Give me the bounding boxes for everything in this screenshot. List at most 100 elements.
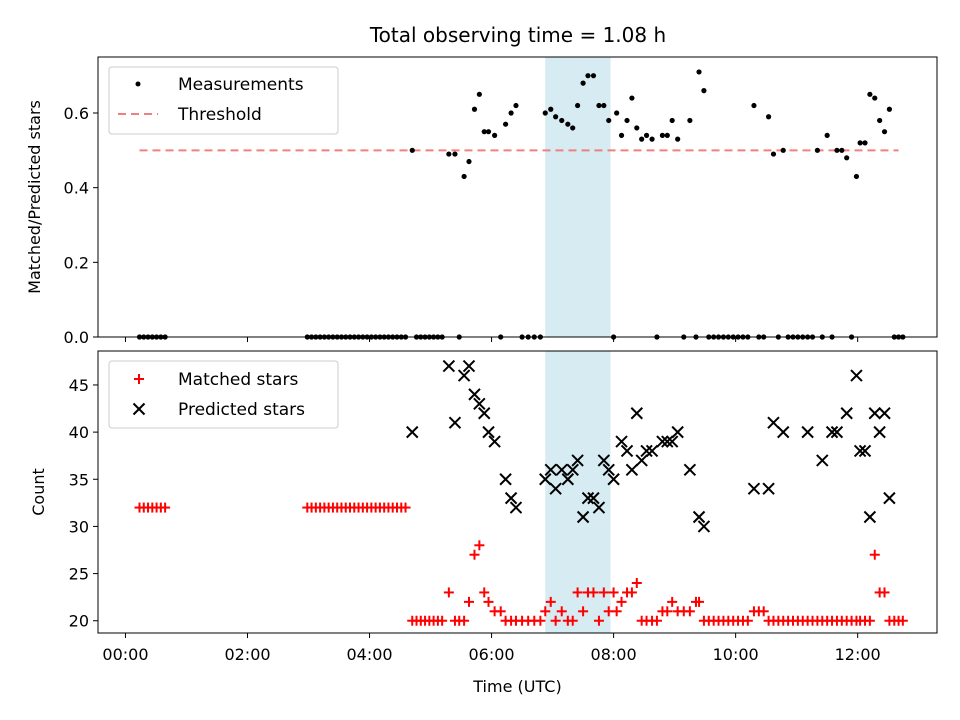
cross-b <box>539 473 552 486</box>
x-tick-label: 00:00 <box>102 645 148 664</box>
measurement-point <box>618 132 625 138</box>
measurement-point <box>596 102 602 109</box>
predicted-star-point <box>488 435 501 448</box>
bottom-y-tick-label: 40 <box>69 423 89 442</box>
predicted-star-point <box>482 425 495 439</box>
measurement-point <box>580 80 586 86</box>
cross-b <box>620 444 634 458</box>
matched-star-point <box>474 540 485 551</box>
predicted-star-point <box>615 435 628 448</box>
cross-b <box>576 510 590 524</box>
predicted-star-point <box>683 463 697 477</box>
cross-b <box>448 416 462 429</box>
bottom-x-ticks: 00:00 02:00 04:00 06:00 08:00 10:00 12:00 <box>102 633 881 664</box>
cross-b <box>462 359 476 373</box>
measurement-point <box>461 173 467 180</box>
matched-star-point <box>897 615 908 626</box>
cross-b <box>625 463 639 477</box>
predicted-star-point <box>853 444 867 458</box>
bottom-y-axis-label: Count <box>29 468 48 516</box>
measurement-point <box>590 73 597 79</box>
top-y-tick-label: 0.4 <box>64 179 89 198</box>
cross-b <box>571 454 584 467</box>
matched-star-point <box>616 596 627 607</box>
predicted-star-point <box>597 454 611 467</box>
predicted-star-point <box>830 425 844 439</box>
cross-b <box>656 435 669 448</box>
cross-b <box>499 473 512 486</box>
predicted-star-point <box>697 520 711 533</box>
predicted-star-point <box>747 482 761 495</box>
predicted-star-point <box>457 369 471 382</box>
predicted-star-point <box>762 482 775 495</box>
measurement-point <box>409 147 415 153</box>
predicted-star-point <box>840 407 853 420</box>
legend-measurements-label: Measurements <box>178 75 304 95</box>
matched-star-point <box>662 606 673 617</box>
measurement-point <box>452 151 458 157</box>
bottom-y-tick-label: 20 <box>69 612 89 631</box>
bottom-legend-box <box>108 360 339 429</box>
top-y-tick-label: 0.0 <box>64 328 89 347</box>
predicted-star-point <box>442 359 456 373</box>
measurement-point <box>565 121 571 127</box>
measurement-point <box>548 106 554 112</box>
bottom-y-tick-label: 45 <box>69 376 89 395</box>
measurement-points <box>136 69 906 340</box>
predicted-star-point <box>850 369 863 382</box>
predicted-star-point <box>620 444 634 458</box>
predicted-star-point <box>462 359 476 373</box>
predicted-star-point <box>656 435 669 448</box>
predicted-star-point <box>571 454 584 467</box>
x-tick-label: 06:00 <box>469 645 515 664</box>
matched-star-point <box>495 606 506 617</box>
predicted-star-point <box>630 407 643 420</box>
predicted-star-point <box>468 388 481 401</box>
measurement-point <box>492 132 498 138</box>
cross-b <box>840 407 853 420</box>
predicted-star-point <box>801 425 814 439</box>
cross-b <box>482 425 495 439</box>
cross-b <box>592 501 606 514</box>
cross-b <box>607 473 620 486</box>
cross-b <box>853 444 867 458</box>
legend-plus <box>134 374 144 384</box>
matched-star-point <box>611 606 622 617</box>
cross-b <box>683 463 697 477</box>
cross-b <box>863 510 877 524</box>
predicted-star-point <box>555 463 568 477</box>
cross-b <box>473 397 486 411</box>
cross-b <box>665 435 679 448</box>
matched-star-point <box>593 615 604 626</box>
predicted-star-point <box>635 454 648 467</box>
top-y-tick-label: 0.6 <box>64 104 89 123</box>
bottom-axes-frame <box>97 350 938 634</box>
predicted-stars-points <box>406 359 896 533</box>
predicted-star-point <box>504 491 518 505</box>
top-axes-frame <box>97 56 938 338</box>
measurement-point <box>664 132 670 138</box>
cross-b <box>504 491 518 505</box>
predicted-star-point <box>692 510 706 524</box>
measurement-point <box>701 88 707 94</box>
matched-star-point <box>545 596 556 607</box>
top-highlight-span <box>545 57 611 337</box>
legend-matched-marker <box>134 374 144 384</box>
predicted-star-point <box>448 416 462 429</box>
predicted-star-point <box>587 491 600 505</box>
predicted-star-point <box>825 425 839 439</box>
cross-b <box>830 425 844 439</box>
measurement-point <box>844 155 850 161</box>
legend-predicted-marker <box>132 402 146 416</box>
predicted-star-point <box>645 444 659 458</box>
matched-stars-points <box>134 502 908 626</box>
matched-star-point <box>550 615 561 626</box>
measurement-point <box>446 151 452 157</box>
predicted-star-point <box>767 416 780 429</box>
bottom-y-tick-label: 30 <box>69 517 89 536</box>
cross-b <box>645 444 659 458</box>
cross-b <box>581 491 595 505</box>
predicted-star-point <box>561 473 575 486</box>
cross-b <box>883 491 896 505</box>
matched-star-point <box>556 606 567 617</box>
